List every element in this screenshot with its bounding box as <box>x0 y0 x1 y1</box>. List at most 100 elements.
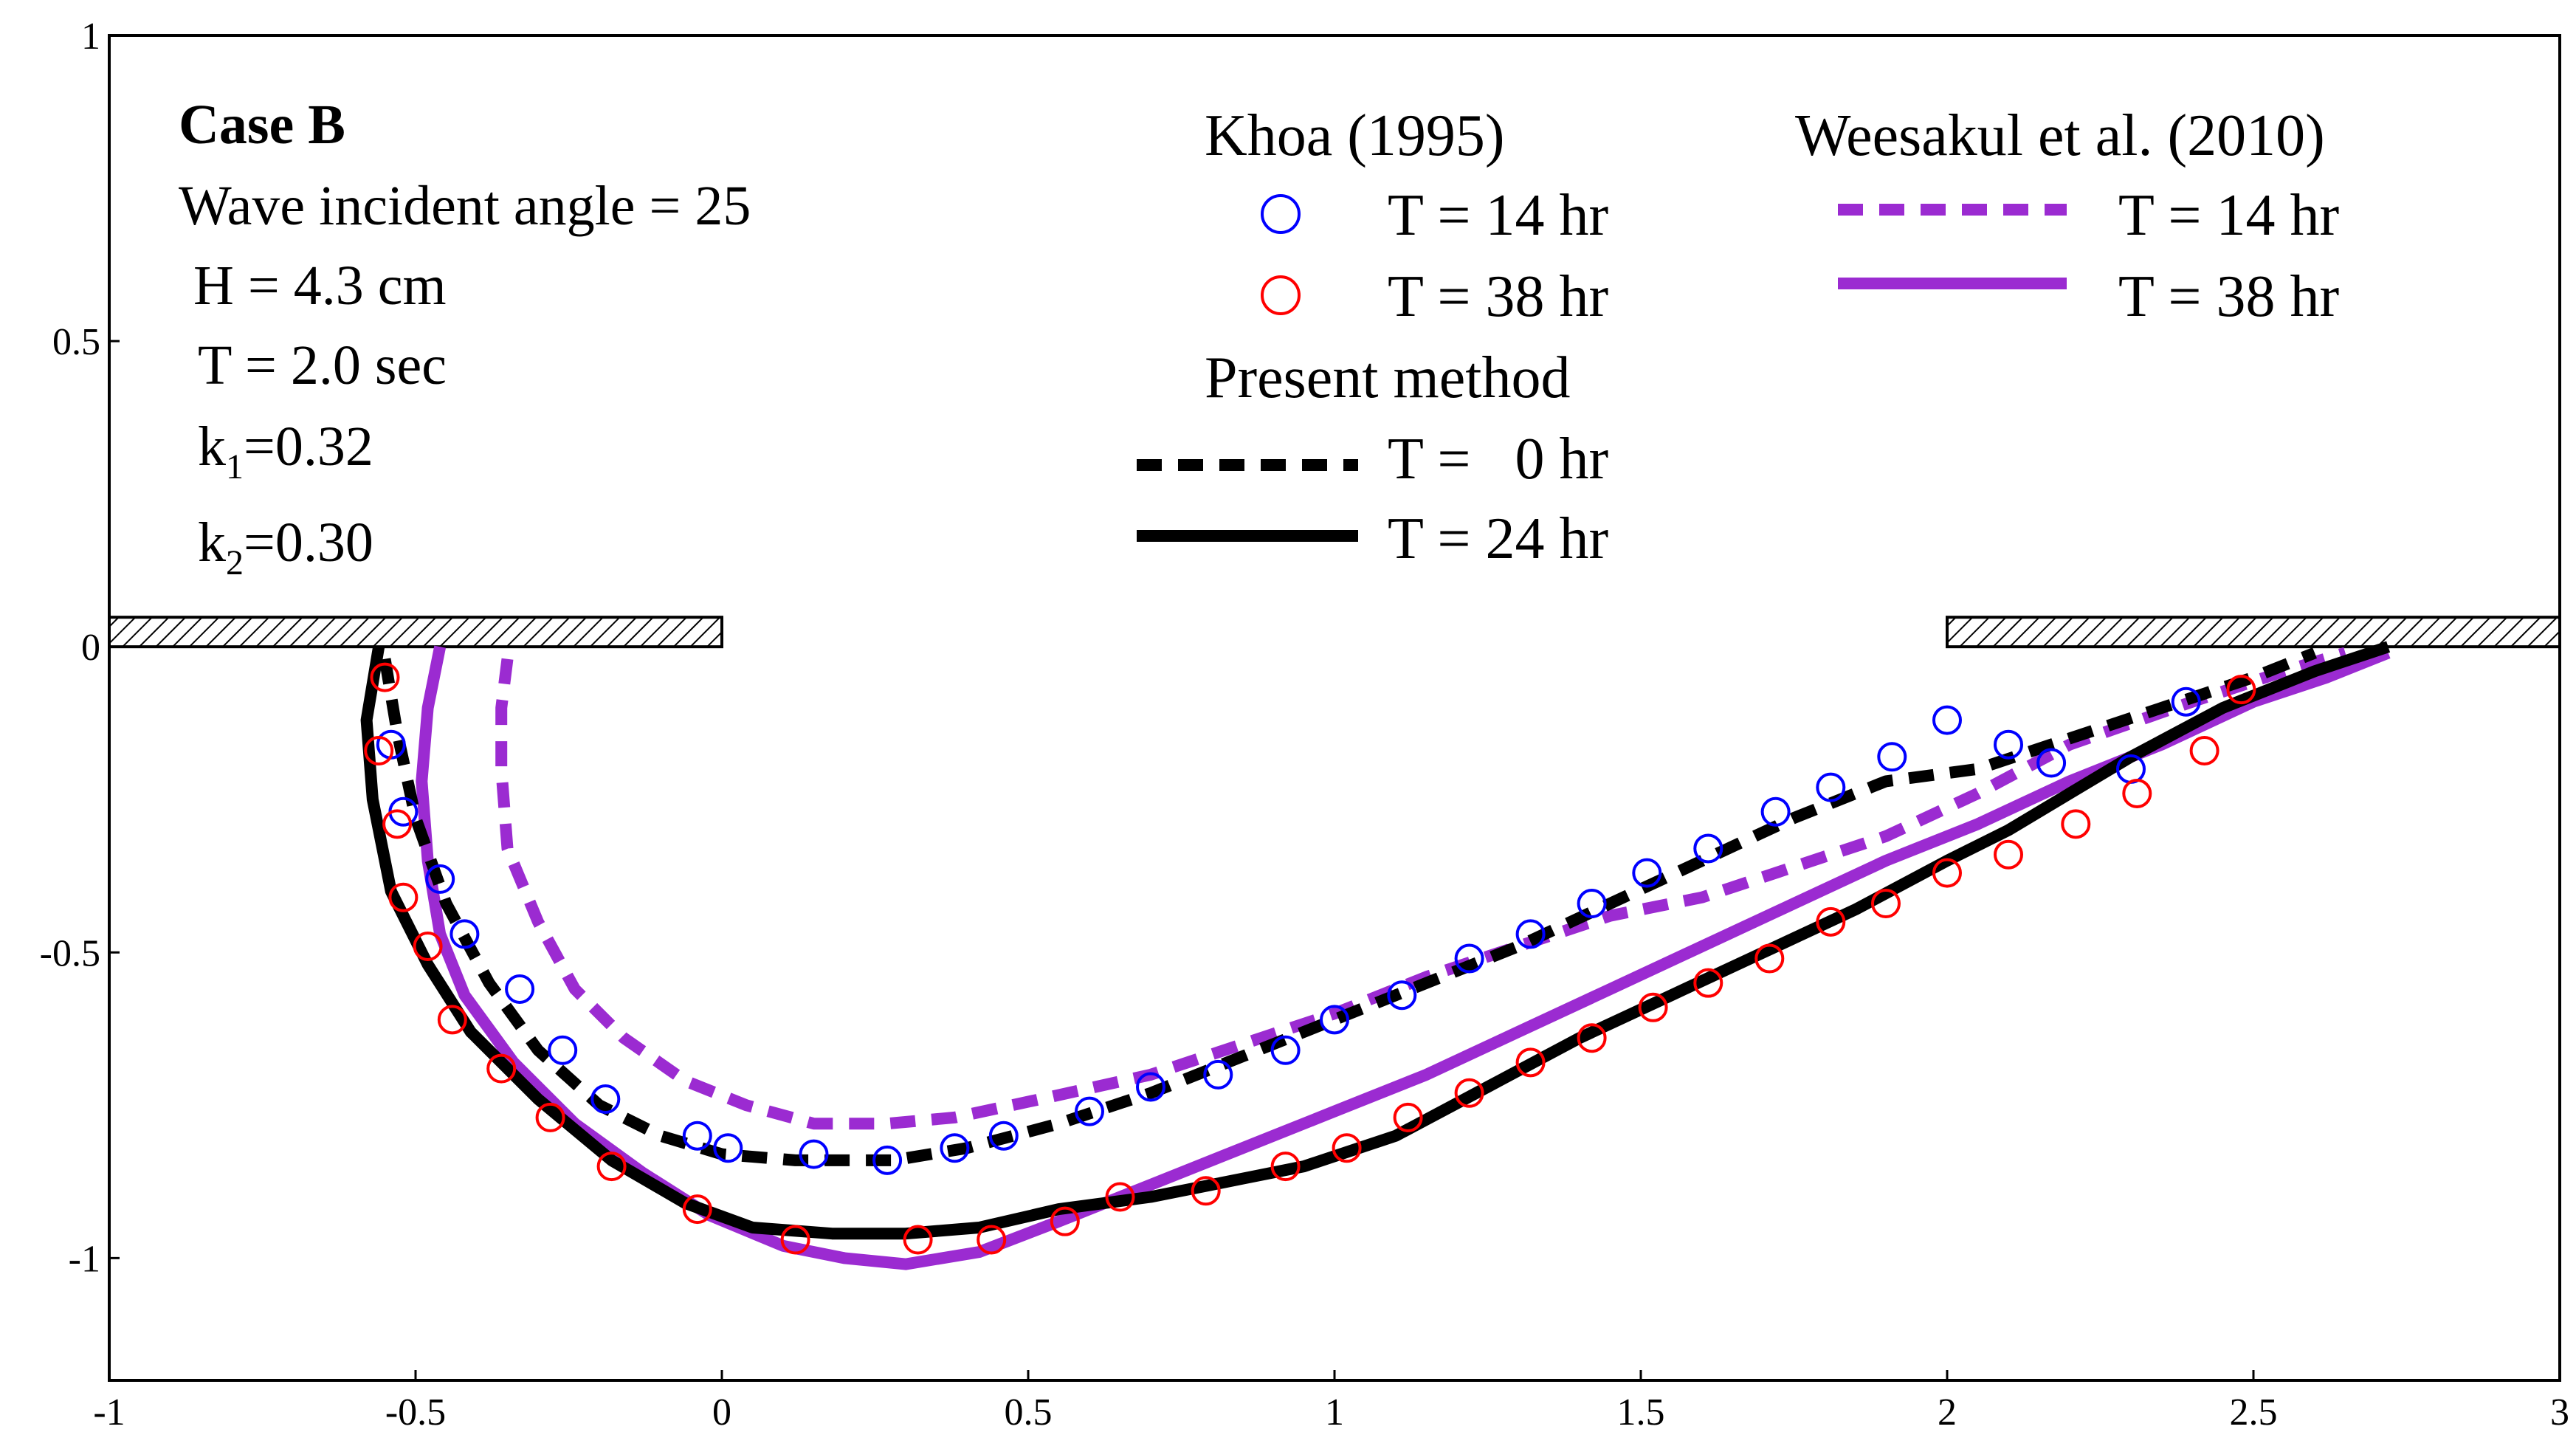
data-point <box>596 1152 627 1182</box>
breakwater-2 <box>1946 616 2561 649</box>
legend-marker-khoa-38 <box>1261 275 1301 315</box>
wave-angle-label: Wave incident angle = 25 <box>179 175 751 237</box>
series-line <box>495 647 2347 1130</box>
x-tick-label: 2.5 <box>2230 1391 2278 1433</box>
wave-height-label: H = 4.3 cm <box>193 255 447 317</box>
y-tick-label: 1 <box>81 16 100 58</box>
data-point <box>425 864 455 894</box>
legend-label-weesakul-38: T = 38 hr <box>2118 264 2339 329</box>
legend-label-weesakul-14: T = 14 hr <box>2118 183 2339 248</box>
series-line <box>379 647 2317 1166</box>
data-point <box>1393 1102 1423 1132</box>
data-point <box>370 662 400 692</box>
series-3 <box>360 641 2391 1240</box>
data-point <box>1994 839 2023 870</box>
data-point <box>505 974 535 1004</box>
data-point <box>1638 992 1668 1022</box>
legend-marker-khoa-14 <box>1261 194 1301 234</box>
data-point <box>977 1225 1007 1255</box>
data-point <box>1816 906 1846 937</box>
data-point <box>1320 1005 1349 1035</box>
data-point <box>364 735 394 765</box>
legend-label-present-24: T = 24 hr <box>1388 506 1608 571</box>
data-point <box>1577 1023 1607 1053</box>
data-point <box>388 882 419 912</box>
data-point <box>682 1194 712 1225</box>
data-point <box>1754 943 1785 974</box>
data-point <box>2171 686 2201 717</box>
x-tick-label: -0.5 <box>385 1391 446 1433</box>
data-point <box>799 1139 829 1169</box>
data-point <box>1191 1176 1221 1206</box>
data-point <box>1760 796 1791 827</box>
case-info: Case B Wave incident angle = 25 H = 4.3 … <box>179 94 751 582</box>
data-point <box>2122 778 2152 808</box>
legend-heading-present: Present method <box>1205 345 1570 410</box>
data-point <box>1454 1078 1484 1108</box>
data-point <box>713 1133 743 1163</box>
series-line <box>416 645 2391 1270</box>
data-point <box>1932 858 1962 888</box>
k1-label: k1=0.32 <box>198 416 373 486</box>
series-line <box>360 641 2391 1240</box>
series-2 <box>379 647 2317 1166</box>
legend-heading-khoa: Khoa (1995) <box>1205 103 1505 168</box>
data-point <box>1932 705 1962 735</box>
x-tick-label: -1 <box>93 1391 125 1433</box>
data-point <box>2036 748 2067 778</box>
y-tick-label: 0.5 <box>52 321 100 363</box>
breakwaters <box>108 616 2561 649</box>
data-point <box>1050 1206 1080 1236</box>
data-point <box>1693 968 1723 998</box>
data-point <box>486 1053 517 1084</box>
data-point <box>1270 1035 1301 1065</box>
legend-label-khoa-38: T = 38 hr <box>1388 264 1608 329</box>
series-0 <box>376 686 2201 1175</box>
data-point <box>1515 1047 1546 1078</box>
x-tick-label: 0 <box>712 1391 731 1433</box>
legend-heading-weesakul: Weesakul et al. (2010) <box>1795 103 2325 168</box>
legend-label-present-0: T = 0 hr <box>1388 427 1608 492</box>
data-point <box>780 1225 810 1255</box>
data-point <box>940 1133 970 1163</box>
data-point <box>1877 742 1907 772</box>
data-point <box>2061 809 2091 839</box>
x-axis: -1 -0.5 0 0.5 1 1.5 2 2.5 3 <box>93 1370 2569 1433</box>
data-point <box>2189 735 2219 765</box>
data-point <box>1387 980 1417 1011</box>
legend-label-khoa-14: T = 14 hr <box>1388 183 1608 248</box>
data-point <box>1632 858 1662 888</box>
series-layer <box>360 641 2391 1270</box>
data-point <box>1816 772 1846 802</box>
legend: Khoa (1995) T = 14 hr T = 38 hr Present … <box>1137 103 2339 571</box>
data-point <box>1454 943 1484 974</box>
x-tick-label: 1 <box>1325 1391 1344 1433</box>
y-tick-label: -1 <box>69 1238 100 1280</box>
data-point <box>450 919 480 949</box>
wave-period-label: T = 2.0 sec <box>198 334 447 396</box>
data-point <box>682 1121 712 1151</box>
data-point <box>437 1005 467 1035</box>
series-1 <box>364 662 2256 1255</box>
y-tick-label: -0.5 <box>40 932 100 974</box>
y-axis: 1 0.5 0 -0.5 -1 <box>40 16 120 1280</box>
data-point <box>1693 833 1723 864</box>
data-point <box>872 1145 903 1175</box>
data-point <box>1270 1152 1301 1182</box>
data-point <box>535 1102 565 1132</box>
data-point <box>1136 1072 1165 1102</box>
x-tick-label: 1.5 <box>1617 1391 1665 1433</box>
case-title: Case B <box>179 94 345 156</box>
x-tick-label: 3 <box>2550 1391 2569 1433</box>
data-point <box>413 931 443 961</box>
series-5 <box>416 645 2391 1270</box>
data-point <box>548 1035 578 1065</box>
data-point <box>1871 889 1901 919</box>
data-point <box>1075 1096 1104 1126</box>
y-tick-label: 0 <box>81 627 100 669</box>
data-point <box>1515 919 1546 949</box>
data-point <box>1332 1133 1362 1163</box>
breakwater-1 <box>108 616 723 649</box>
k2-label: k2=0.30 <box>198 512 373 582</box>
